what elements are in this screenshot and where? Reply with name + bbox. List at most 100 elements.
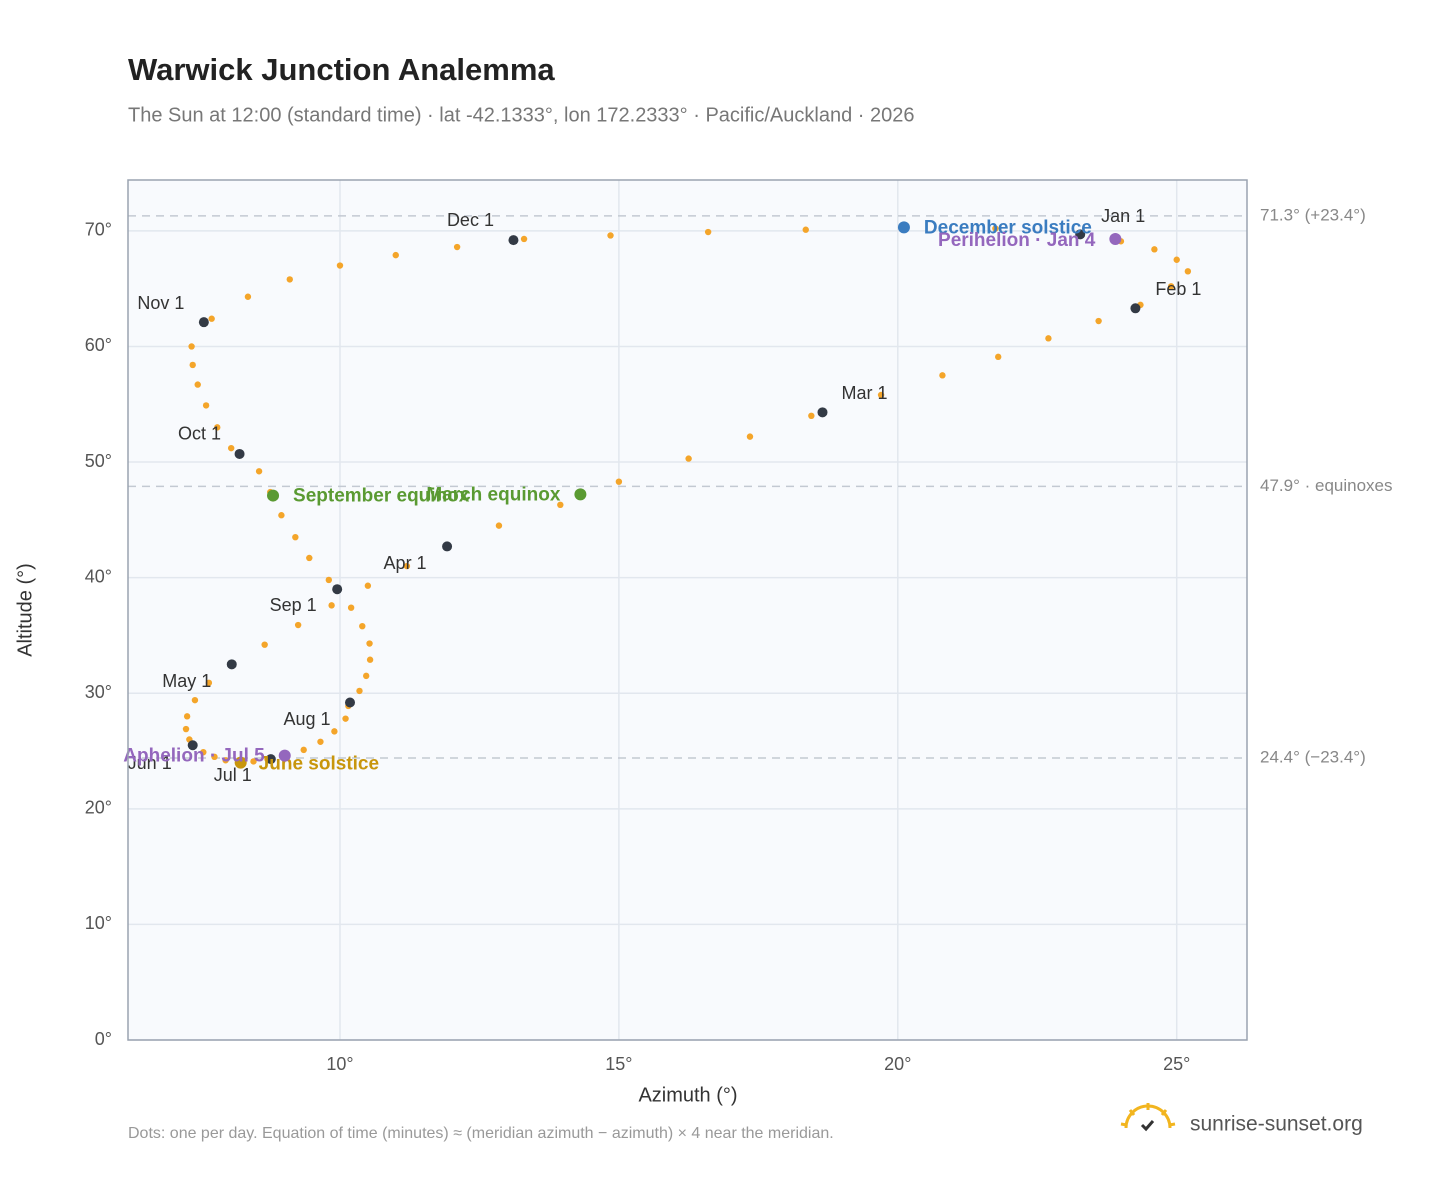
event-marker xyxy=(574,488,587,501)
month-marker xyxy=(187,740,198,751)
daily-dot xyxy=(704,228,712,236)
daily-dot xyxy=(208,315,215,322)
month-marker xyxy=(198,317,209,328)
daily-dot xyxy=(362,672,370,680)
month-marker xyxy=(1075,229,1086,240)
month-label: Feb 1 xyxy=(1155,279,1201,299)
daily-dot xyxy=(366,656,374,663)
event-marker xyxy=(234,756,247,769)
daily-dot xyxy=(325,576,333,584)
daily-dot xyxy=(227,444,235,452)
daily-dot xyxy=(306,554,313,562)
x-tick-label: 25° xyxy=(1163,1054,1190,1074)
event-marker xyxy=(278,749,291,762)
daily-dot xyxy=(1173,256,1180,263)
y-tick-label: 30° xyxy=(85,682,112,702)
daily-dot xyxy=(294,621,302,629)
footnote: Dots: one per day. Equation of time (min… xyxy=(128,1125,834,1142)
daily-dot xyxy=(1184,268,1192,275)
daily-dot xyxy=(286,276,293,283)
reference-label: 71.3° (+23.4°) xyxy=(1260,205,1366,224)
daily-dot xyxy=(292,533,299,541)
daily-dot xyxy=(359,622,366,630)
event-label: December solstice xyxy=(924,217,1092,238)
daily-dot xyxy=(317,738,324,745)
plot-area xyxy=(128,180,1247,1040)
y-tick-label: 10° xyxy=(85,913,112,933)
daily-dot xyxy=(211,753,218,761)
month-marker xyxy=(442,541,453,552)
brand-logo xyxy=(1120,1103,1176,1132)
daily-dot xyxy=(392,251,399,259)
daily-dot xyxy=(202,402,210,409)
daily-dot xyxy=(992,225,999,232)
plot-border xyxy=(127,179,1248,1041)
reference-label: 47.9° · equinoxes xyxy=(1260,476,1393,495)
daily-dot xyxy=(495,522,503,529)
daily-dot xyxy=(520,235,528,243)
daily-dot xyxy=(191,696,199,704)
month-marker xyxy=(508,235,519,246)
daily-dot xyxy=(685,455,692,462)
month-label: Sep 1 xyxy=(270,595,317,615)
month-marker xyxy=(817,407,828,418)
month-marker xyxy=(265,754,276,765)
event-marker xyxy=(267,489,280,502)
event-label: March equinox xyxy=(426,484,561,505)
y-tick-label: 60° xyxy=(85,335,112,355)
event-label: June solstice xyxy=(259,754,379,775)
month-label: Jul 1 xyxy=(214,765,252,785)
daily-dot xyxy=(1167,283,1175,290)
month-label: May 1 xyxy=(162,671,211,691)
daily-dot xyxy=(244,293,252,300)
daily-dot xyxy=(877,391,885,399)
daily-dot xyxy=(939,372,946,379)
daily-dot xyxy=(331,728,338,735)
daily-dot xyxy=(808,412,815,420)
daily-dot xyxy=(261,641,268,648)
daily-dot xyxy=(300,746,307,754)
plot: Jan 1 Feb 1 Mar 1 Apr 1 May 1 Jun 1 Jul 1 Aug 1… xyxy=(123,180,1247,1041)
daily-dot xyxy=(356,687,363,695)
daily-dot xyxy=(802,226,809,233)
y-axis-label: Altitude (°) xyxy=(14,563,36,657)
daily-dot xyxy=(189,361,196,369)
daily-dot xyxy=(453,243,461,251)
daily-dot xyxy=(557,501,564,509)
month-marker xyxy=(345,697,356,708)
daily-dot xyxy=(205,679,213,687)
daily-dot xyxy=(995,353,1002,361)
daily-dot xyxy=(347,604,355,611)
daily-dot xyxy=(182,725,190,733)
daily-dot xyxy=(328,602,335,609)
daily-dot xyxy=(746,433,754,440)
reference-label: 24.4° (−23.4°) xyxy=(1260,747,1366,766)
daily-dot xyxy=(200,748,207,756)
x-tick-label: 15° xyxy=(605,1054,632,1074)
daily-dot xyxy=(615,478,623,485)
x-tick-label: 20° xyxy=(884,1054,911,1074)
event-marker xyxy=(1109,232,1122,245)
month-label: Oct 1 xyxy=(178,424,221,444)
daily-dot xyxy=(183,713,191,720)
month-label: Nov 1 xyxy=(137,293,184,313)
event-label: Perihelion · Jan 4 xyxy=(938,230,1096,251)
daily-dot xyxy=(607,232,614,239)
daily-dot xyxy=(188,343,195,350)
daily-dot xyxy=(403,562,411,570)
event-label: Aphelion · Jul 5 xyxy=(123,746,265,767)
chart-subtitle: The Sun at 12:00 (standard time) · lat -… xyxy=(128,104,914,126)
y-tick-label: 20° xyxy=(85,798,112,818)
y-tick-label: 50° xyxy=(85,451,112,471)
event-marker xyxy=(897,221,910,234)
month-label: Jan 1 xyxy=(1101,206,1145,226)
daily-dot xyxy=(278,512,285,519)
month-marker xyxy=(234,448,245,459)
month-label: Mar 1 xyxy=(841,383,887,403)
daily-dot xyxy=(1045,335,1052,342)
x-tick-label: 10° xyxy=(326,1054,353,1074)
daily-dot xyxy=(336,262,344,269)
daily-dot xyxy=(222,757,229,764)
daily-dot xyxy=(366,640,373,647)
